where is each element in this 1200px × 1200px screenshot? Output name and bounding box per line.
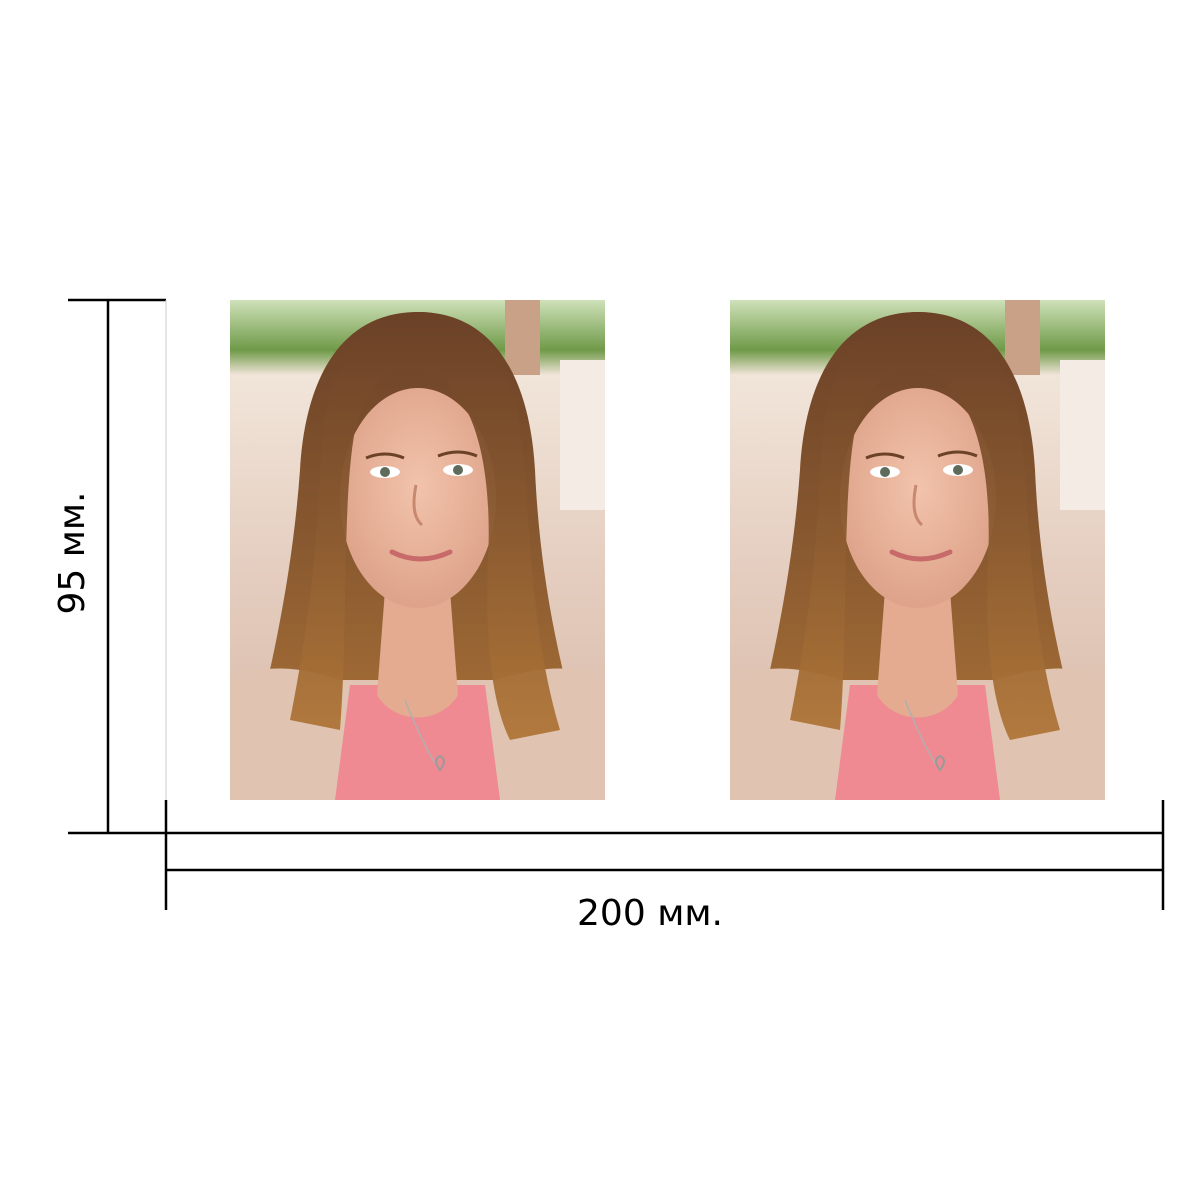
portrait-photo-left xyxy=(230,300,605,800)
height-dimension xyxy=(68,298,167,835)
width-label: 200 мм. xyxy=(577,893,723,934)
height-label: 95 мм. xyxy=(52,491,93,614)
width-dimension xyxy=(164,800,1165,910)
photo-sheet xyxy=(230,300,1105,800)
portrait-photo-right xyxy=(730,300,1105,800)
